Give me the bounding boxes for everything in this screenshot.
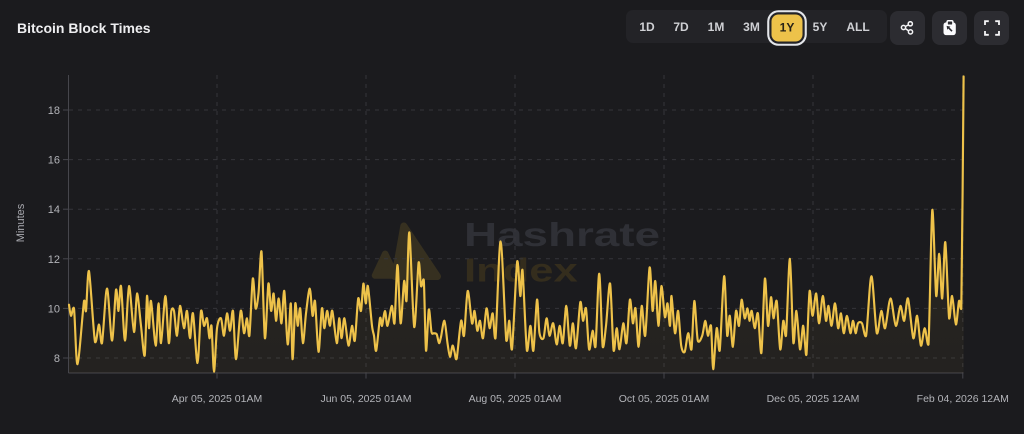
- svg-text:Aug 05, 2025 01AM: Aug 05, 2025 01AM: [469, 393, 562, 405]
- svg-text:8: 8: [54, 353, 60, 365]
- svg-text:Apr 05, 2025 01AM: Apr 05, 2025 01AM: [172, 393, 262, 405]
- svg-text:10: 10: [48, 303, 60, 315]
- svg-text:16: 16: [48, 155, 60, 167]
- svg-text:12: 12: [48, 254, 60, 266]
- svg-text:Oct 05, 2025 01AM: Oct 05, 2025 01AM: [619, 393, 709, 405]
- svg-text:Feb 04, 2026 12AM: Feb 04, 2026 12AM: [917, 393, 1009, 405]
- svg-text:18: 18: [48, 105, 60, 117]
- svg-text:Minutes: Minutes: [15, 203, 27, 242]
- svg-text:Hashrate: Hashrate: [464, 217, 660, 253]
- svg-text:Jun 05, 2025 01AM: Jun 05, 2025 01AM: [320, 393, 411, 405]
- svg-text:Dec 05, 2025 12AM: Dec 05, 2025 12AM: [767, 393, 860, 405]
- svg-text:14: 14: [48, 204, 60, 216]
